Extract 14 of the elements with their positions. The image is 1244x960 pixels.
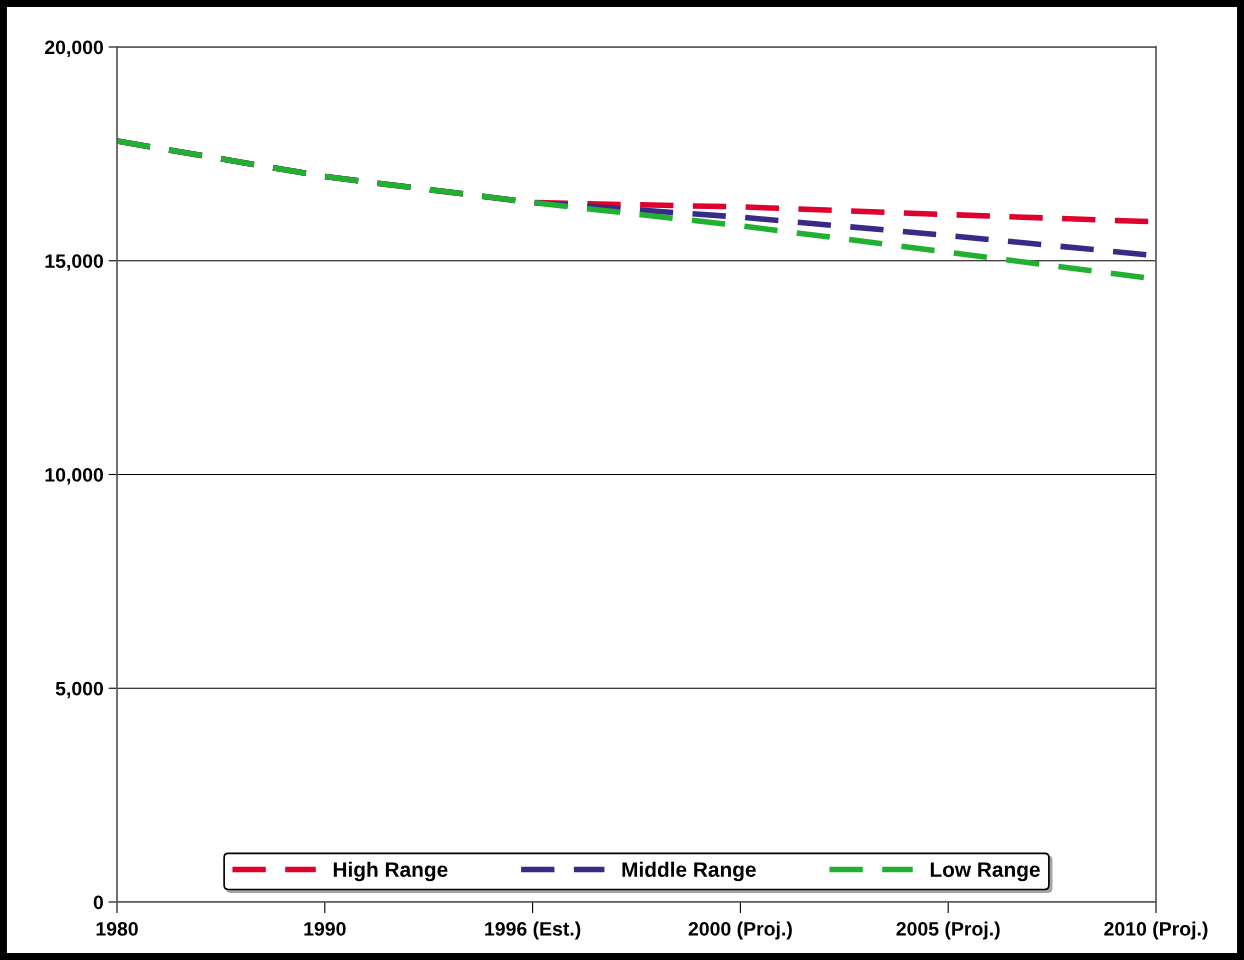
legend-label: High Range bbox=[333, 861, 448, 882]
y-tick-label: 5,000 bbox=[55, 681, 104, 699]
x-tick-label: 2000 (Proj.) bbox=[688, 921, 792, 940]
legend-label: Low Range bbox=[930, 862, 1040, 882]
x-tick-label: 1996 (Est.) bbox=[485, 921, 581, 940]
legend-label: Middle Range bbox=[622, 861, 756, 882]
y-tick-label: 15,000 bbox=[45, 254, 104, 271]
x-tick-label: 2005 (Proj.) bbox=[896, 921, 1000, 940]
x-tick-label: 1980 bbox=[96, 921, 138, 936]
y-tick-label: 0 bbox=[93, 895, 104, 910]
x-tick-label: 1990 bbox=[304, 921, 346, 936]
x-tick-label: 2010 (Proj.) bbox=[1104, 921, 1208, 940]
y-tick-label: 20,000 bbox=[45, 40, 104, 58]
y-tick-label: 10,000 bbox=[45, 467, 104, 485]
